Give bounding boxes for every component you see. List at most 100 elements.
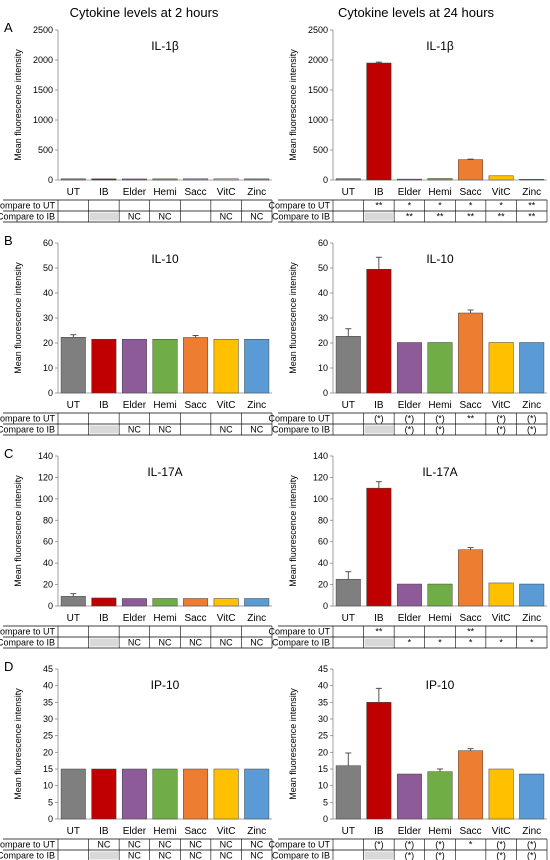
compare-ib-cell: NC <box>250 851 263 860</box>
table-cell-shaded <box>364 212 394 221</box>
x-tick-label: IB <box>374 187 384 198</box>
y-tick-label: 50 <box>43 263 53 273</box>
x-tick-label: Elder <box>123 187 147 198</box>
y-tick-label: 0 <box>48 388 53 398</box>
bar-ib <box>91 768 117 820</box>
table-cell-shaded <box>89 425 119 434</box>
table-cell-shaded <box>89 851 119 860</box>
row-label-compare-ib: Compare to IB <box>272 212 330 222</box>
y-tick-label: 60 <box>318 537 328 547</box>
bar-zinc <box>244 178 270 181</box>
bar-ut <box>60 178 86 181</box>
chart-title: IL-1β <box>151 39 179 53</box>
y-axis-label: Mean fluorescence intensity <box>13 49 23 161</box>
x-tick-label: Hemi <box>153 187 176 198</box>
compare-ib-cell: NC <box>128 638 141 648</box>
x-tick-label: Zinc <box>247 400 266 411</box>
y-axis-label: Mean fluorescence intensity <box>13 262 23 374</box>
x-tick-label: Zinc <box>522 613 541 624</box>
y-tick-label: 30 <box>43 313 53 323</box>
compare-ut-cell: NC <box>128 840 141 850</box>
compare-ib-cell: NC <box>220 425 233 435</box>
compare-ib-cell: ** <box>528 212 536 222</box>
y-axis-label: Mean fluorescence intensity <box>13 475 23 587</box>
row-label-compare-ut: Compare to UT <box>0 840 55 850</box>
bar-ut <box>335 336 361 394</box>
chart-title: IP-10 <box>426 678 455 692</box>
y-tick-label: 2000 <box>33 55 53 65</box>
y-tick-label: 20 <box>43 747 53 757</box>
x-tick-label: VitC <box>217 187 236 198</box>
x-tick-label: IB <box>99 613 109 624</box>
compare-ib-cell: NC <box>159 425 172 435</box>
bar-vitc <box>488 175 514 181</box>
x-tick-label: IB <box>99 400 109 411</box>
bar-zinc <box>519 342 545 394</box>
x-tick-label: Hemi <box>428 613 451 624</box>
y-tick-label: 0 <box>323 601 328 611</box>
row-label-compare-ut: Compare to UT <box>0 201 55 211</box>
panel-letter: C <box>4 446 13 461</box>
x-tick-label: VitC <box>492 826 511 837</box>
table-cell-shaded <box>89 638 119 647</box>
y-tick-label: 60 <box>43 537 53 547</box>
compare-ib-cell: ** <box>406 212 414 222</box>
chart-panel-ip-10-c24h: IP-10 Mean fluorescence intensity 0 5 10 15 20… <box>268 664 548 860</box>
bar-ib <box>366 702 392 820</box>
bar-ut <box>60 768 86 820</box>
compare-ut-cell: (*) <box>496 840 506 850</box>
row-label-compare-ut: Compare to UT <box>268 201 330 211</box>
x-tick-label: UT <box>342 613 355 624</box>
x-tick-label: Hemi <box>428 826 451 837</box>
x-tick-label: UT <box>67 613 80 624</box>
bar-ut <box>60 596 86 607</box>
y-tick-label: 40 <box>318 288 328 298</box>
x-tick-label: IB <box>374 400 384 411</box>
x-tick-label: Sacc <box>184 613 206 624</box>
bar-sacc <box>458 312 484 394</box>
bar-sacc <box>458 159 484 181</box>
y-tick-label: 20 <box>43 580 53 590</box>
x-tick-label: Sacc <box>184 187 206 198</box>
x-tick-label: Hemi <box>153 400 176 411</box>
bar-sacc <box>183 768 209 820</box>
x-tick-label: UT <box>67 400 80 411</box>
compare-ib-cell: ** <box>436 212 444 222</box>
compare-ut-cell: ** <box>375 201 383 211</box>
bar-zinc <box>244 598 270 607</box>
bar-vitc <box>488 768 514 820</box>
chart-panel-il-17a-c2h: C IL-17A Mean fluorescence intensity 0 20 40 6… <box>0 446 273 649</box>
bar-elder <box>121 598 147 607</box>
y-tick-label: 30 <box>43 714 53 724</box>
compare-ib-cell: * <box>408 638 412 648</box>
compare-ut-cell: NC <box>97 840 110 850</box>
y-tick-label: 120 <box>38 472 53 482</box>
y-tick-label: 1500 <box>33 85 53 95</box>
chart-panel-il-17a-c24h: IL-17A Mean fluorescence intensity 0 20 40 60… <box>268 451 548 649</box>
chart-title: IL-17A <box>147 465 182 479</box>
bar-ut <box>335 578 361 607</box>
row-label-compare-ut: Compare to UT <box>268 627 330 637</box>
bar-elder <box>121 178 147 181</box>
compare-ut-cell: ** <box>375 627 383 637</box>
bar-vitc <box>213 768 239 820</box>
compare-ut-cell: (*) <box>405 840 415 850</box>
y-tick-label: 60 <box>43 238 53 248</box>
bar-vitc <box>213 339 239 394</box>
compare-ut-cell: * <box>499 201 503 211</box>
y-tick-label: 1000 <box>33 115 53 125</box>
compare-ut-cell: ** <box>467 414 475 424</box>
bar-sacc <box>458 750 484 820</box>
bar-zinc <box>519 179 545 181</box>
row-label-compare-ut: Compare to UT <box>0 627 55 637</box>
bar-ib <box>91 597 117 607</box>
compare-ut-cell: ** <box>528 201 536 211</box>
x-tick-label: Zinc <box>522 187 541 198</box>
x-tick-label: Sacc <box>459 613 481 624</box>
y-tick-label: 10 <box>318 363 328 373</box>
row-label-compare-ut: Compare to UT <box>0 414 55 424</box>
compare-ut-cell: ** <box>467 627 475 637</box>
y-tick-label: 140 <box>38 451 53 461</box>
bar-hemi <box>427 583 453 607</box>
